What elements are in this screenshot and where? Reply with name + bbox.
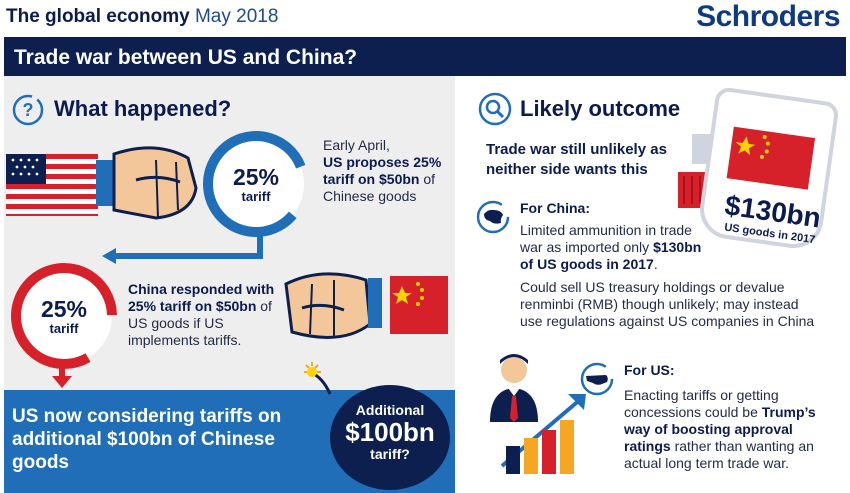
bottom-headline: US now considering tariffs on additional…: [12, 406, 282, 473]
for-us-para: Enacting tariffs or getting concessions …: [624, 387, 824, 472]
event-china-text: China responded with 25% tariff on $50bn…: [128, 281, 278, 349]
what-happened-heading: What happened?: [54, 96, 232, 121]
for-china-p1-pre: Limited ammunition in trade war as impor…: [520, 222, 692, 255]
bar-chart-icon: [500, 394, 586, 474]
for-china-p1-bold: $130bn of US goods in 2017: [520, 239, 702, 272]
outcome-summary: Trade war still unlikely as neither side…: [486, 141, 667, 178]
tariff-ring-us-label: tariff: [241, 188, 271, 204]
tariff-ring-china-label: tariff: [49, 320, 79, 336]
bomb-line2: tariff?: [370, 446, 410, 462]
header-title-bold: The global economy: [6, 6, 190, 27]
likely-outcome-heading: Likely outcome: [520, 96, 681, 121]
event-us-bold: US proposes 25% tariff on $50bn: [323, 154, 442, 187]
for-us-bold: Trump’s way of boosting approval ratings: [624, 404, 816, 454]
for-china-p1-post: .: [653, 256, 658, 272]
bomb-line1: Additional: [355, 402, 425, 418]
china-flag-tag-icon: [726, 126, 816, 190]
us-map-icon: [580, 362, 614, 396]
us-flag-icon: [6, 154, 98, 216]
red-down-arrow: [52, 362, 72, 388]
bomb-icon: Additional $100bn tariff?: [330, 385, 450, 490]
event-us-text: Early April, US proposes 25% tariff on $…: [323, 137, 453, 205]
for-us-label: For US:: [624, 362, 675, 378]
businessman-icon: [490, 354, 538, 422]
event-china-bold: China responded with 25% tariff on $50bn: [128, 281, 275, 314]
tariff-ring-china-pct: 25%: [40, 295, 88, 322]
tariff-ring-us: 25% tariff: [216, 144, 296, 224]
header-date: May 2018: [194, 6, 279, 27]
for-us-pre: Enacting tariffs or getting concessions …: [624, 387, 779, 420]
bomb-amount: $100bn: [345, 417, 435, 447]
tariff-ring-us-pct: 25%: [232, 163, 280, 190]
fist-icon: [96, 146, 198, 220]
for-china-para1: Limited ammunition in trade war as impor…: [520, 222, 705, 273]
for-china-label: For China:: [520, 200, 590, 216]
china-flag-icon: [284, 272, 448, 339]
tariff-ring-china: 25% tariff: [24, 276, 104, 356]
for-china-para2: Could sell US treasury holdings or deval…: [520, 279, 815, 329]
event-us-line1: Early April,: [323, 137, 390, 153]
svg-text:?: ?: [23, 100, 34, 120]
schroders-logo: Schroders: [696, 0, 840, 33]
question-icon: ?: [12, 94, 44, 126]
header-title: The global economy May 2018: [6, 6, 278, 28]
connector-arrow: [102, 236, 263, 264]
event-china-rest: of US goods if US implements tariffs.: [128, 298, 272, 348]
bomb-fuse-icon: [304, 362, 332, 395]
banner-title: Trade war between US and China?: [4, 37, 846, 76]
china-map-icon: [476, 200, 510, 234]
search-icon: [478, 92, 512, 126]
for-us-post: rather than wanting an actual long term …: [624, 438, 814, 471]
event-us-rest: of Chinese goods: [323, 171, 436, 204]
